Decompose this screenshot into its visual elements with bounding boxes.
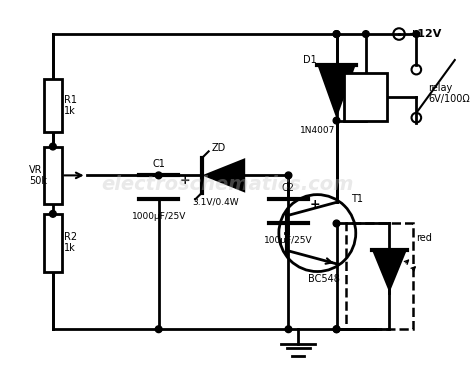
Circle shape — [155, 326, 162, 333]
Bar — [44, 79, 62, 132]
Text: relay
6V/100Ω: relay 6V/100Ω — [428, 83, 470, 104]
Text: 1N4007: 1N4007 — [300, 126, 336, 135]
Text: R1
1k: R1 1k — [64, 95, 77, 117]
Text: electroschematics.com: electroschematics.com — [101, 175, 354, 195]
Text: T1: T1 — [351, 194, 363, 204]
Bar — [44, 214, 62, 272]
Text: +: + — [180, 174, 191, 187]
Bar — [344, 73, 388, 121]
Bar — [44, 147, 62, 204]
Circle shape — [333, 326, 340, 333]
Text: C2: C2 — [282, 183, 295, 193]
Circle shape — [413, 31, 419, 37]
Text: D1: D1 — [303, 55, 317, 65]
Text: 100μF/25V: 100μF/25V — [264, 236, 313, 245]
Circle shape — [333, 117, 340, 124]
Text: BC548: BC548 — [308, 274, 339, 284]
Circle shape — [285, 326, 292, 333]
Text: +12V: +12V — [409, 29, 442, 39]
Circle shape — [49, 143, 56, 150]
Circle shape — [363, 31, 369, 37]
Bar — [346, 223, 413, 329]
Circle shape — [333, 220, 340, 227]
Circle shape — [49, 211, 56, 217]
Text: red: red — [416, 233, 432, 243]
Text: 1000μF/25V: 1000μF/25V — [131, 212, 186, 221]
Circle shape — [333, 31, 340, 37]
Text: +: + — [310, 198, 320, 211]
Circle shape — [155, 172, 162, 179]
Text: ZD: ZD — [211, 144, 226, 154]
Text: 3.1V/0.4W: 3.1V/0.4W — [192, 198, 239, 207]
Polygon shape — [202, 158, 245, 193]
Text: R2
1k: R2 1k — [64, 232, 78, 253]
Text: VR
50k: VR 50k — [29, 165, 47, 186]
Circle shape — [285, 172, 292, 179]
Circle shape — [333, 326, 340, 333]
Circle shape — [333, 31, 340, 37]
Polygon shape — [317, 65, 356, 119]
Polygon shape — [372, 250, 407, 293]
Text: C1: C1 — [152, 159, 165, 169]
